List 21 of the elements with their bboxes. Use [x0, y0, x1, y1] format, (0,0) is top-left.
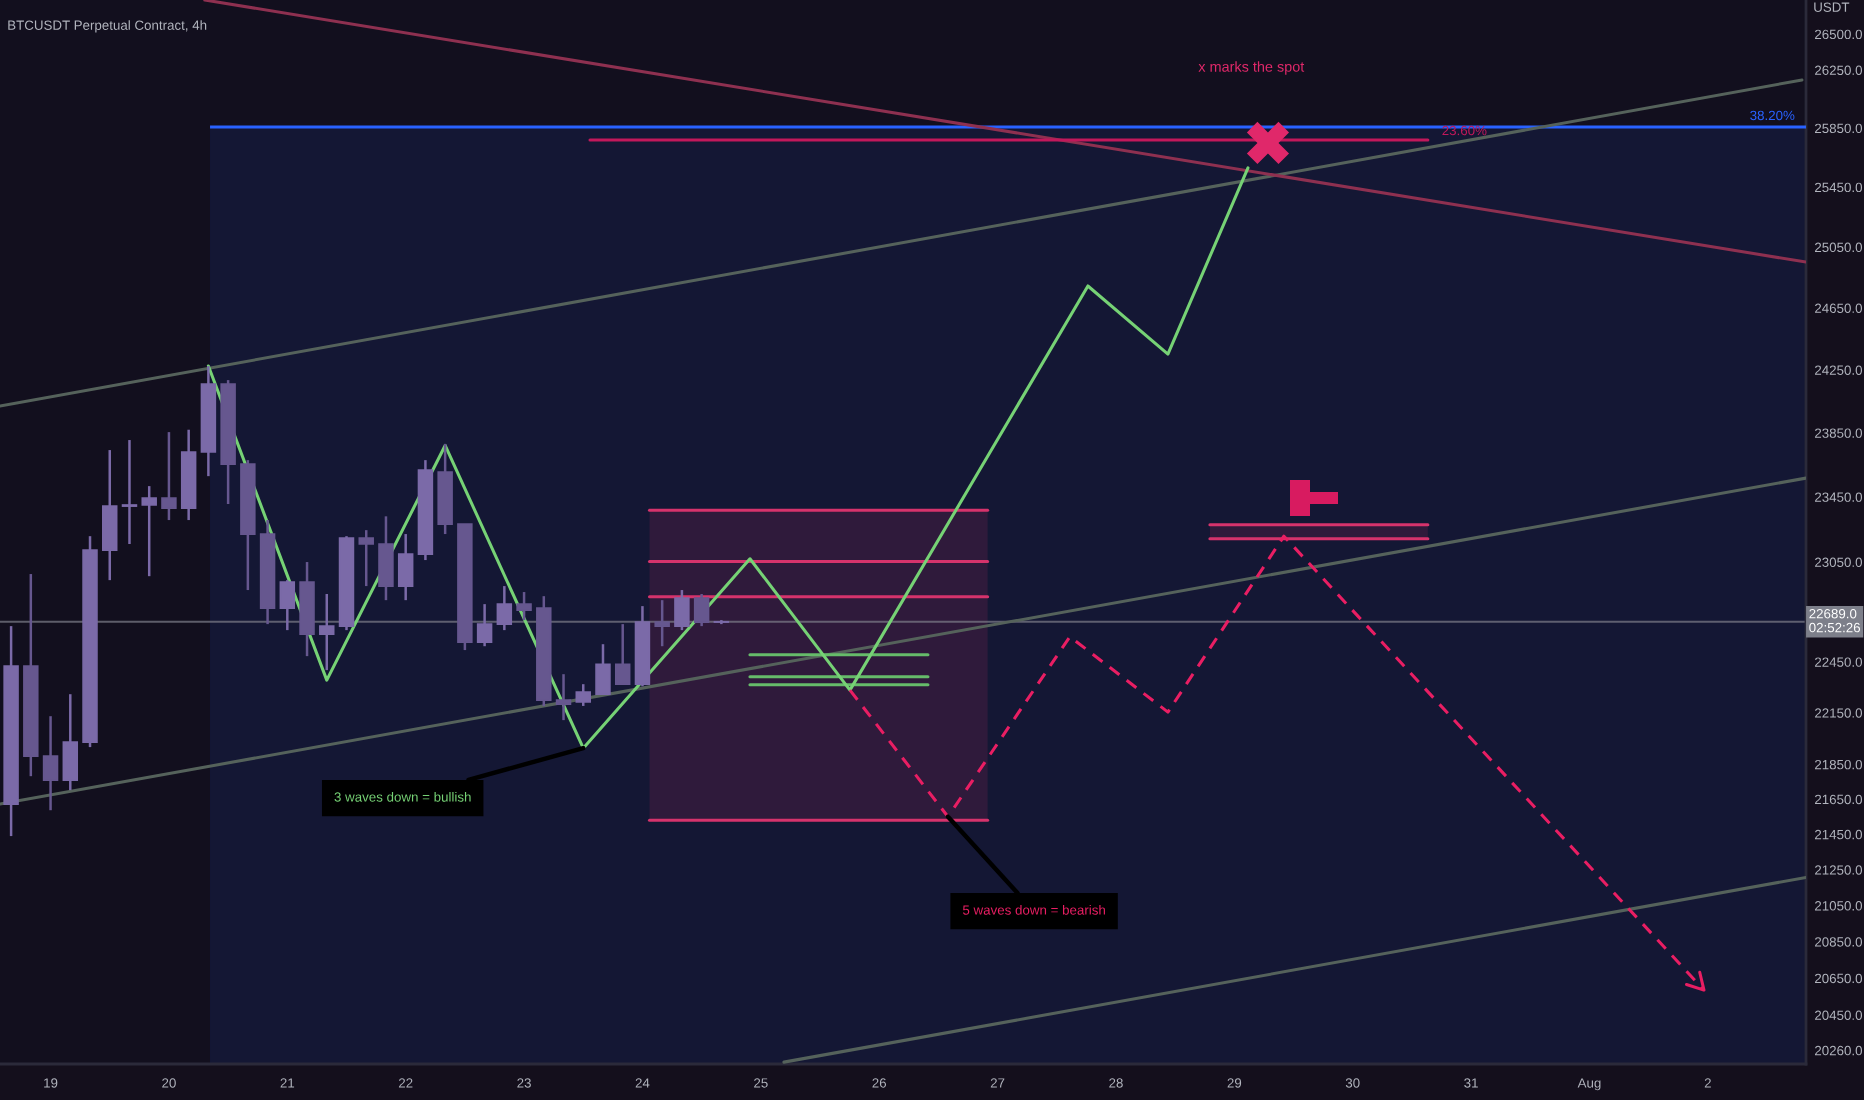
candlestick	[358, 528, 374, 588]
candlestick	[674, 588, 690, 632]
candlestick	[319, 592, 335, 672]
candlestick	[575, 682, 591, 708]
candlestick	[476, 602, 493, 648]
candlestick	[397, 532, 414, 602]
candlestick	[378, 515, 394, 602]
candlestick	[595, 642, 611, 696]
candlestick	[654, 598, 670, 648]
candlestick	[42, 714, 59, 812]
candlestick	[279, 578, 296, 632]
candlestick	[516, 590, 532, 622]
candlestick	[62, 692, 79, 792]
candlestick	[102, 448, 118, 582]
candlestick	[555, 672, 572, 722]
candlestick	[121, 438, 138, 546]
candlestick	[141, 484, 157, 578]
candlestick	[693, 592, 710, 628]
candlestick	[496, 584, 513, 632]
candlestick	[161, 430, 177, 522]
candlestick	[614, 622, 631, 686]
